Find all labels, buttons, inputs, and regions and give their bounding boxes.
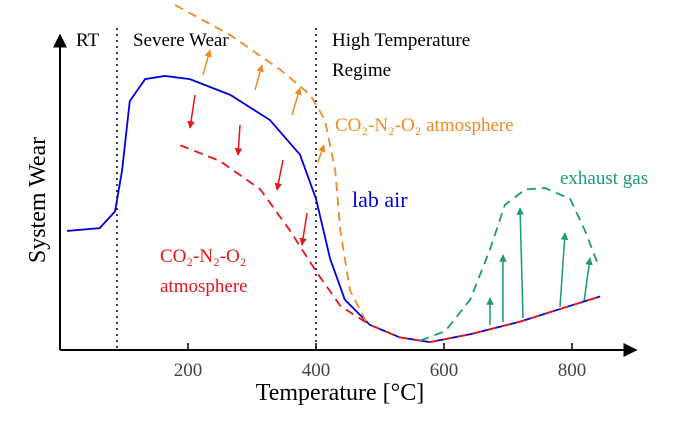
series-line [174,4,371,326]
series-line [66,75,601,344]
region-label: Severe Wear [133,30,229,51]
series-line [179,144,601,344]
green-arrows [486,207,593,325]
series-label: exhaust gas [560,168,648,189]
orange-arrows [202,49,326,163]
red-arrows [187,94,308,246]
x-tick-label: 800 [558,360,587,381]
y-axis-label: System Wear [25,137,51,263]
region-label: High Temperature Regime [332,30,470,81]
x-axis-label: Temperature [°C] [256,380,425,406]
series-label: lab air [352,187,408,212]
x-tick-label: 600 [430,360,459,381]
series-line [420,187,600,342]
x-tick-label: 400 [302,360,331,381]
series-label: CO₂-N₂-O₂ atmosphere [160,246,248,297]
series-label: CO₂-N₂-O₂ atmosphere [335,115,514,136]
region-label: RT [76,30,100,51]
x-tick-label: 200 [174,360,203,381]
